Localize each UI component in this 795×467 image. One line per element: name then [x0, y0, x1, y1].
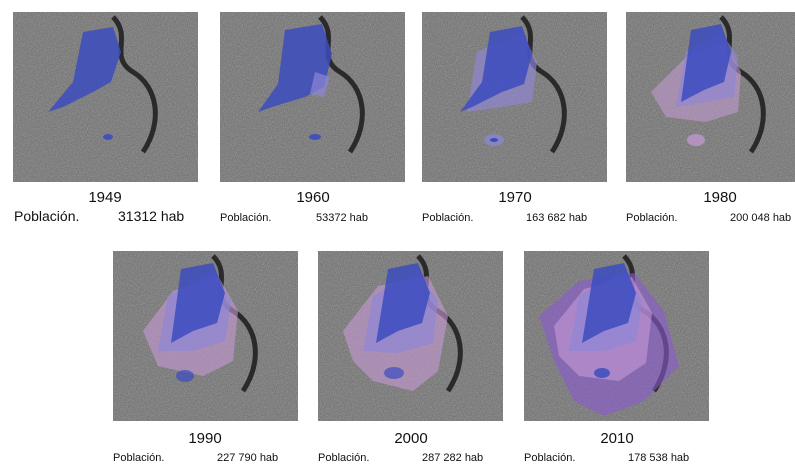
poblacion-label: Población. [422, 212, 474, 224]
map-panel-1949 [13, 12, 198, 182]
population-value: 287 282 hab [422, 452, 484, 464]
population-value: 178 538 hab [628, 452, 690, 464]
satellite-map-1949 [13, 12, 198, 182]
poblacion-label: Población. [220, 212, 272, 224]
population-value: 31312 hab [118, 208, 185, 224]
map-panel-2010 [524, 251, 709, 421]
population-value: 163 682 hab [526, 212, 588, 224]
year-label-1970: 1970 [498, 189, 532, 206]
satellite-map-2010 [524, 251, 709, 421]
map-panel-1960 [220, 12, 405, 182]
map-panel-1970 [422, 12, 607, 182]
map-panel-1980 [626, 12, 795, 182]
year-label-1960: 1960 [296, 189, 330, 206]
year-label-1990: 1990 [188, 430, 222, 447]
satellite-map-1980 [626, 12, 795, 182]
poblacion-label: Población. [14, 208, 80, 224]
year-label-1980: 1980 [703, 189, 737, 206]
poblacion-label: Población. [524, 452, 576, 464]
satellite-map-2000 [318, 251, 503, 421]
satellite-map-1970 [422, 12, 607, 182]
population-value: 200 048 hab [730, 212, 792, 224]
year-label-1949: 1949 [88, 189, 122, 206]
poblacion-label: Población. [318, 452, 370, 464]
poblacion-label: Población. [626, 212, 678, 224]
population-value: 53372 hab [316, 212, 368, 224]
poblacion-label: Población. [113, 452, 165, 464]
year-label-2010: 2010 [600, 430, 634, 447]
map-panel-1990 [113, 251, 298, 421]
satellite-map-1990 [113, 251, 298, 421]
year-label-2000: 2000 [394, 430, 428, 447]
population-value: 227 790 hab [217, 452, 279, 464]
satellite-map-1960 [220, 12, 405, 182]
map-panel-2000 [318, 251, 503, 421]
